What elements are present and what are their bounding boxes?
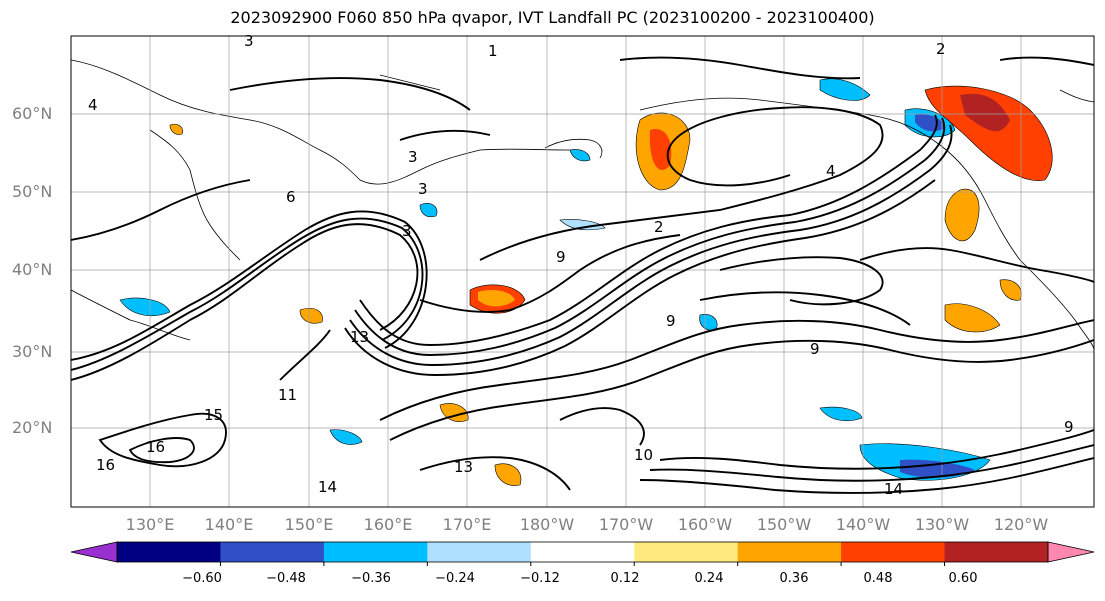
positive-anomaly-patch [649, 129, 672, 170]
contour-label: 9 [666, 312, 676, 330]
positive-anomaly-patch [299, 308, 323, 324]
contour-label: 2 [936, 40, 946, 58]
contour-label: 1 [488, 42, 498, 60]
colorbar-tick-label: 0.36 [779, 571, 809, 586]
positive-anomaly-patch [960, 93, 1010, 132]
colorbar-segment [323, 542, 428, 562]
contour-lines [71, 56, 1094, 494]
lon-label: 160°W [677, 515, 733, 534]
negative-anomaly-patch [819, 78, 871, 101]
colorbar-segment [737, 542, 842, 562]
lon-label: 140°W [835, 515, 891, 534]
lon-label: 170°E [442, 515, 492, 534]
lat-label: 50°N [12, 182, 53, 201]
contour-label: 14 [318, 478, 337, 496]
contour-label: 9 [556, 248, 566, 266]
positive-anomaly-patch [924, 85, 1053, 181]
colorbar-tick-label: −0.48 [266, 571, 306, 586]
colorbar-tick-label: −0.24 [435, 571, 475, 586]
lat-label: 40°N [12, 260, 53, 279]
lat-label: 30°N [12, 342, 53, 361]
negative-anomaly-patch [569, 149, 591, 162]
lon-label: 150°E [284, 515, 334, 534]
colorbar [70, 541, 1095, 566]
contour-label: 2 [654, 218, 664, 236]
colorbar-tick-label: 0.48 [863, 571, 893, 586]
colorbar-segment [427, 542, 532, 562]
colorbar-segment [634, 542, 739, 562]
contour-label: 3 [244, 32, 254, 50]
contour-label: 4 [826, 162, 836, 180]
negative-anomaly-patch [419, 203, 438, 218]
contour-label-group: 1 2 2 3 3 3 3 4 4 6 9 9 9 9 10 11 13 13 … [88, 32, 1074, 498]
colorbar-segment [944, 542, 1049, 562]
contour-label: 6 [286, 188, 296, 206]
positive-anomaly-patch [494, 463, 522, 486]
colorbar-tick-label: −0.60 [182, 571, 222, 586]
lat-label: 20°N [12, 418, 53, 437]
contour-label: 15 [204, 406, 223, 424]
negative-anomaly-patch [915, 114, 945, 132]
positive-anomaly-patch [999, 279, 1022, 301]
colorbar-segment [841, 542, 946, 562]
colorbar-tick-label: −0.12 [520, 571, 560, 586]
colorbar-tick-label: 0.60 [948, 571, 978, 586]
contour-label: 10 [634, 446, 653, 464]
lon-label: 160°E [363, 515, 413, 534]
colorbar-extend-low [70, 541, 118, 563]
contour-label: 11 [278, 386, 297, 404]
negative-anomaly-patch [819, 406, 863, 421]
contour-label: 3 [408, 148, 418, 166]
contour-label: 9 [1064, 418, 1074, 436]
contour-label: 14 [884, 480, 903, 498]
contour-label: 9 [810, 340, 820, 358]
lon-label: 130°W [914, 515, 970, 534]
colorbar-extend-high [1047, 541, 1095, 563]
contour-label: 13 [350, 328, 369, 346]
map-frame [70, 35, 1095, 508]
lat-label: 60°N [12, 104, 53, 123]
positive-anomaly-patch [944, 303, 1001, 333]
negative-anomaly-patch [900, 459, 975, 478]
shaded-anomalies [119, 78, 1053, 486]
contour-label: 4 [88, 96, 98, 114]
contour-label: 3 [418, 180, 428, 198]
lon-label: 120°W [993, 515, 1049, 534]
negative-anomaly-patch [329, 429, 363, 445]
contour-label: 13 [454, 458, 473, 476]
coastlines [71, 59, 1094, 351]
lon-label: 130°E [125, 515, 175, 534]
positive-anomaly-patch [478, 289, 515, 307]
contour-label: 16 [146, 438, 165, 456]
lon-label: 150°W [756, 515, 812, 534]
gridlines [71, 36, 1094, 507]
lon-label: 180°W [519, 515, 575, 534]
colorbar-segment [117, 542, 221, 562]
lon-label: 140°E [204, 515, 254, 534]
colorbar-frame [116, 541, 1049, 563]
positive-anomaly-patch [944, 188, 980, 242]
positive-anomaly-patch [169, 123, 183, 135]
colorbar-tick-label: −0.36 [351, 571, 391, 586]
colorbar-tick-label: 0.24 [694, 571, 724, 586]
contour-label: 16 [96, 456, 115, 474]
colorbar-segment [220, 542, 325, 562]
negative-anomaly-patch [119, 297, 171, 316]
figure-title: 2023092900 F060 850 hPa qvapor, IVT Land… [230, 8, 875, 27]
negative-anomaly-patch [559, 219, 606, 231]
lon-label: 170°W [598, 515, 654, 534]
contour-label: 3 [402, 222, 412, 240]
colorbar-tick-label: 0.12 [610, 571, 640, 586]
colorbar-segment [530, 542, 635, 562]
